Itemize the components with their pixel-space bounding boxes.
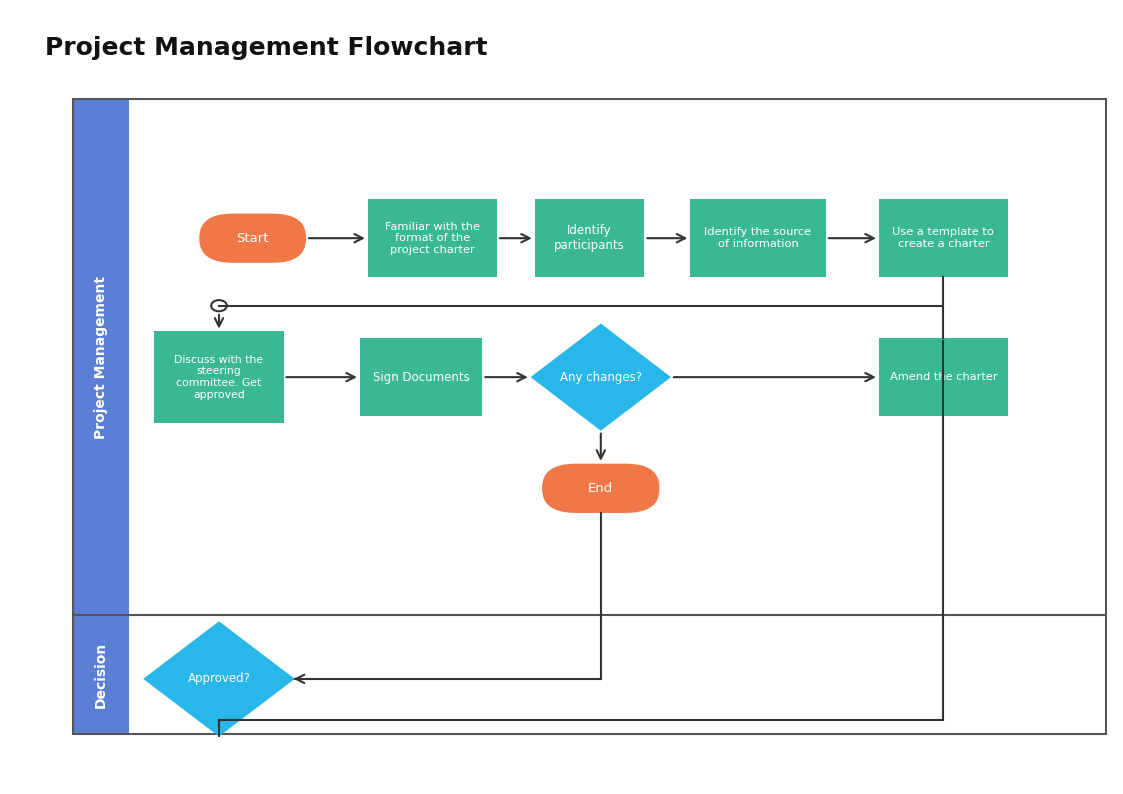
Text: Identify the source
of information: Identify the source of information xyxy=(704,227,812,249)
Polygon shape xyxy=(144,622,294,737)
Text: Approved?: Approved? xyxy=(188,673,250,685)
FancyBboxPatch shape xyxy=(535,199,645,277)
Text: Use a template to
create a charter: Use a template to create a charter xyxy=(893,227,994,249)
Text: Start: Start xyxy=(237,232,268,245)
FancyBboxPatch shape xyxy=(542,464,659,513)
Polygon shape xyxy=(531,324,672,430)
Text: Any changes?: Any changes? xyxy=(559,371,642,384)
FancyBboxPatch shape xyxy=(368,199,496,277)
Text: Familiar with the
format of the
project charter: Familiar with the format of the project … xyxy=(385,222,480,255)
FancyBboxPatch shape xyxy=(878,338,1008,416)
Text: Amend the charter: Amend the charter xyxy=(889,372,997,382)
Text: Identify
participants: Identify participants xyxy=(554,224,626,252)
FancyBboxPatch shape xyxy=(200,214,305,263)
FancyBboxPatch shape xyxy=(73,99,129,734)
Text: Project Management Flowchart: Project Management Flowchart xyxy=(45,36,487,60)
Text: Project Management: Project Management xyxy=(94,276,108,439)
FancyBboxPatch shape xyxy=(878,199,1008,277)
Text: Discuss with the
steering
committee. Get
approved: Discuss with the steering committee. Get… xyxy=(174,355,264,399)
Text: Decision: Decision xyxy=(94,642,108,708)
FancyBboxPatch shape xyxy=(691,199,825,277)
Text: Sign Documents: Sign Documents xyxy=(373,371,469,384)
FancyBboxPatch shape xyxy=(155,332,283,422)
Text: End: End xyxy=(588,482,613,495)
FancyBboxPatch shape xyxy=(359,338,483,416)
